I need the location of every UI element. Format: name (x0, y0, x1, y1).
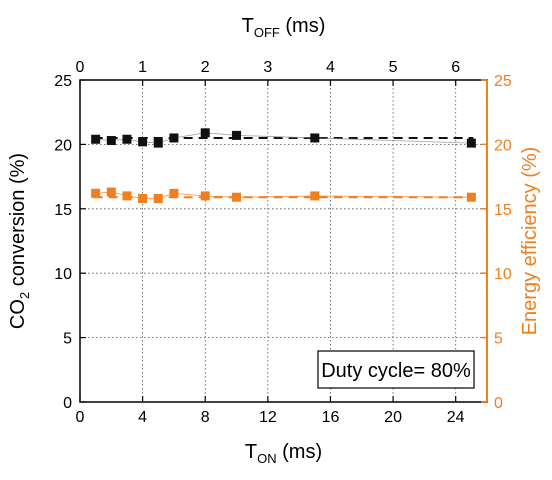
top-axis-tick-label: 6 (451, 59, 460, 76)
bottom-axis-tick-label: 8 (201, 409, 210, 426)
series-2-point (310, 191, 320, 201)
top-axis-tick-label: 2 (201, 59, 210, 76)
top-axis-title-unit: (ms) (280, 15, 326, 37)
bottom-axis-tick-label: 16 (322, 409, 340, 426)
top-axis-tick-label: 4 (326, 59, 335, 76)
bottom-axis-title-main: T (245, 441, 257, 463)
left-axis-tick-label: 0 (63, 395, 72, 412)
right-axis-tick-label: 0 (494, 395, 503, 412)
fit-lines (93, 136, 474, 199)
series-1-point (138, 137, 148, 147)
left-axis-title-pre: CO (7, 299, 29, 329)
bottom-axis-tick-label: 12 (259, 409, 277, 426)
series-1-point (169, 133, 179, 143)
left-axis-tick-label: 20 (54, 137, 72, 154)
annotation-frame (317, 350, 475, 389)
series-2-point (466, 192, 476, 202)
left-axis-title: CO2 conversion (%) (7, 153, 32, 329)
top-axis-tick-label: 5 (389, 59, 398, 76)
right-axis-tick-label: 5 (494, 331, 503, 348)
series-2-point (232, 192, 242, 202)
top-axis-title-sub: OFF (254, 25, 280, 40)
annotation-text: Duty cycle= 80% (321, 360, 471, 382)
series-1-point (232, 130, 242, 140)
series-2-point (200, 191, 210, 201)
left-axis-tick-label: 5 (63, 331, 72, 348)
series-1-point (122, 134, 132, 144)
series-2-point (122, 191, 132, 201)
series-2-point (106, 187, 116, 197)
right-axis-title: Energy efficiency (%) (519, 147, 541, 336)
left-axis-title-post: conversion (%) (7, 153, 29, 292)
grid-layer (80, 80, 487, 402)
right-axis-tick-label: 25 (494, 73, 512, 90)
series-layer (91, 128, 476, 203)
series-1-point (153, 138, 163, 148)
top-axis-tick-label: 0 (76, 59, 85, 76)
series-1-point (91, 134, 101, 144)
bottom-axis-tick-label: 4 (138, 409, 147, 426)
series-1-point (106, 136, 116, 146)
bottom-axis-tick-label: 0 (76, 409, 85, 426)
series-2-connector (95, 191, 472, 199)
bottom-axis-title-unit: (ms) (277, 441, 323, 463)
top-axis-tick-label: 1 (138, 59, 147, 76)
right-axis-tick-label: 20 (494, 137, 512, 154)
series-2-point (138, 193, 148, 203)
bottom-axis-tick-label: 20 (384, 409, 402, 426)
left-axis-tick-label: 15 (54, 202, 72, 219)
top-axis-title: TOFF (ms) (242, 15, 326, 40)
series-1-point (310, 133, 320, 143)
top-axis-tick-label: 3 (263, 59, 272, 76)
annotation-box: Duty cycle= 80% (317, 350, 475, 389)
series-2-point (153, 193, 163, 203)
top-axis-title-main: T (242, 15, 254, 37)
bottom-axis-tick-label: 24 (447, 409, 465, 426)
series-2-point (91, 188, 101, 198)
bottom-axis-title-sub: ON (257, 451, 277, 466)
right-axis-tick-label: 15 (494, 202, 512, 219)
series-1-connector (95, 132, 472, 144)
left-axis-title-sub: 2 (17, 292, 32, 299)
bottom-axis-title: TON (ms) (245, 441, 322, 466)
right-axis-tick-label: 10 (494, 266, 512, 283)
series-1-point (466, 138, 476, 148)
series-2-point (169, 188, 179, 198)
left-axis-tick-label: 25 (54, 73, 72, 90)
left-axis-tick-label: 10 (54, 266, 72, 283)
series-1-point (200, 128, 210, 138)
